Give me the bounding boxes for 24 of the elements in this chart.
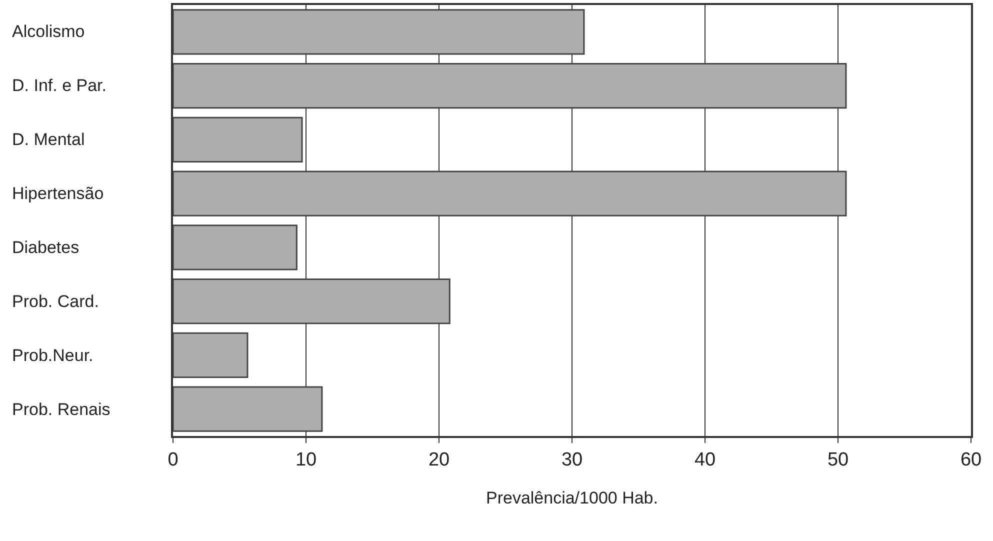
- bar: [173, 62, 847, 109]
- bar: [173, 386, 323, 432]
- x-tick-label: 50: [827, 450, 849, 471]
- x-axis-title: Prevalência/1000 Hab.: [486, 488, 658, 508]
- y-tick-label: Prob.Neur.: [12, 346, 94, 365]
- y-tick-label: D. Inf. e Par.: [12, 76, 106, 95]
- bar: [173, 116, 303, 163]
- bar: [173, 224, 298, 270]
- bar: [173, 278, 450, 324]
- y-tick-label: D. Mental: [12, 130, 85, 149]
- x-tick-label: 20: [428, 450, 450, 471]
- y-tick-label: Prob. Card.: [12, 292, 99, 311]
- x-tick-label: 10: [295, 450, 317, 471]
- y-tick-label: Alcolismo: [12, 22, 85, 41]
- y-tick-label: Diabetes: [12, 238, 80, 257]
- bar: [173, 332, 248, 378]
- bar: [173, 170, 847, 216]
- x-tick-label: 60: [960, 450, 982, 471]
- x-tick-label: 0: [168, 450, 178, 471]
- y-tick-label: Hipertensão: [12, 184, 104, 203]
- x-tick-label: 40: [694, 450, 716, 471]
- y-tick-label: Prob. Renais: [12, 400, 110, 419]
- x-tick-label: 30: [561, 450, 583, 471]
- bar: [173, 9, 585, 55]
